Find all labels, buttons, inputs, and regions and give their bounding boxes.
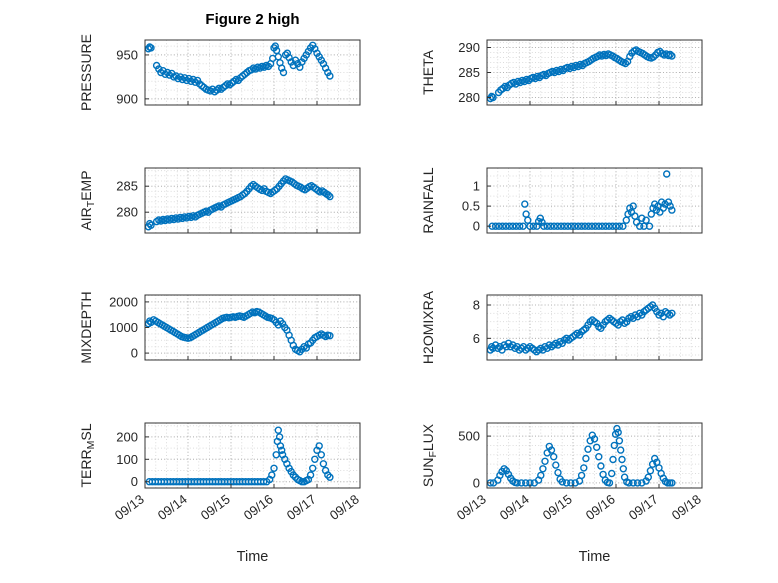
sunflux-plot-canvas: 0 500 09/13 09/14 09/15 09/16 09/17 09/18 SUNFLU… [420,422,704,523]
y-tick-label: 1000 [109,320,138,335]
subplot-h2omixra: 6 8 H2OMIXRA [419,289,719,382]
figure-title: Figure 2 high [205,11,300,28]
airtemp-plot-canvas: 280 285 AIRTEMP [78,167,361,234]
axis-ticks [144,54,361,105]
y-tick-label: 1 [473,179,480,194]
x-tick-label: 09/15 [198,491,233,523]
x-tick-label: 09/17 [626,491,661,523]
rainfall-plot-canvas: 0 0.5 1 RAINFALL [420,167,703,234]
y-tick-label: 500 [458,429,480,444]
grid [145,295,360,360]
data-points [144,175,334,231]
axis-ticks [486,304,703,360]
y-tick-label: 2000 [109,294,138,309]
y-axis-label: THETA [420,49,436,95]
y-tick-label: 950 [116,47,138,62]
x-tick-label: 09/14 [155,491,190,523]
data-points [144,41,334,96]
axis-ticks [144,301,361,360]
y-tick-label: 0.5 [462,199,480,214]
y-tick-label: 285 [458,65,480,80]
axis-ticks [486,47,703,105]
y-axis-label: H2OMIXRA [420,290,436,364]
y-axis-label: MIXDEPTH [78,291,94,363]
axis-ticks [486,185,703,233]
subplot-sunflux: 0 500 09/13 09/14 09/15 09/16 09/17 09/18 SUNFLU… [419,417,719,572]
x-tick-label: 09/17 [284,491,319,523]
data-points [145,426,334,486]
axis-ticks [144,185,361,233]
grid [145,423,360,488]
y-tick-label: 900 [116,91,138,106]
y-tick-label: 0 [473,475,480,490]
pressure-plot-canvas: 900 950 PRESSURE [78,34,361,111]
subplot-mixdepth: 0 1000 2000 MIXDEPTH [77,289,377,382]
y-tick-label: 0 [131,346,138,361]
grid [487,295,702,360]
axis-ticks [144,436,361,488]
x-tick-label: 09/13 [112,491,147,523]
x-axis-label-right: Time [578,549,611,565]
x-tick-label: 09/15 [540,491,575,523]
x-tick-label: 09/13 [454,491,489,523]
y-axis-label: TERRMSL [78,423,97,487]
y-tick-label: 290 [458,40,480,55]
grid [145,40,360,105]
y-tick-label: 6 [473,331,480,346]
x-tick-label: 09/18 [327,491,362,523]
y-tick-label: 200 [116,429,138,444]
theta-plot-canvas: 280 285 290 THETA [420,39,703,106]
data-points [486,301,676,356]
data-points [144,307,334,356]
axis-ticks [486,435,703,488]
y-tick-label: 0 [473,219,480,234]
x-axis-label-left: Time [236,549,269,565]
h2omixra-plot-canvas: 6 8 H2OMIXRA [420,290,703,364]
subplot-rainfall: 0 0.5 1 RAINFALL [419,162,719,255]
y-axis-label: RAINFALL [420,167,436,233]
x-tick-label: 09/14 [497,491,532,523]
y-axis-label: SUNFLUX [420,423,439,487]
y-tick-label: 280 [458,90,480,105]
y-tick-label: 285 [116,179,138,194]
terrmsl-plot-canvas: 0 100 200 09/13 09/14 09/15 09/16 09/17 09/18 TER… [78,422,362,523]
y-tick-label: 100 [116,452,138,467]
y-axis-label: AIRTEMP [78,170,97,230]
subplot-airtemp: 280 285 AIRTEMP [77,162,377,255]
subplot-theta: 280 285 290 THETA [419,34,719,127]
subplot-pressure: 900 950 PRESSURE [77,34,377,127]
grid [145,168,360,233]
x-tick-label: 09/18 [669,491,704,523]
y-tick-label: 8 [473,298,480,313]
x-tick-label: 09/16 [583,491,618,523]
y-tick-label: 0 [131,474,138,489]
x-tick-label: 09/16 [241,491,276,523]
y-tick-label: 280 [116,205,138,220]
y-axis-label: PRESSURE [78,34,94,111]
subplot-terrmsl: 0 100 200 09/13 09/14 09/15 09/16 09/17 09/18 TER… [77,417,377,572]
grid [487,40,702,105]
mixdepth-plot-canvas: 0 1000 2000 MIXDEPTH [78,291,361,364]
data-points [486,46,676,103]
